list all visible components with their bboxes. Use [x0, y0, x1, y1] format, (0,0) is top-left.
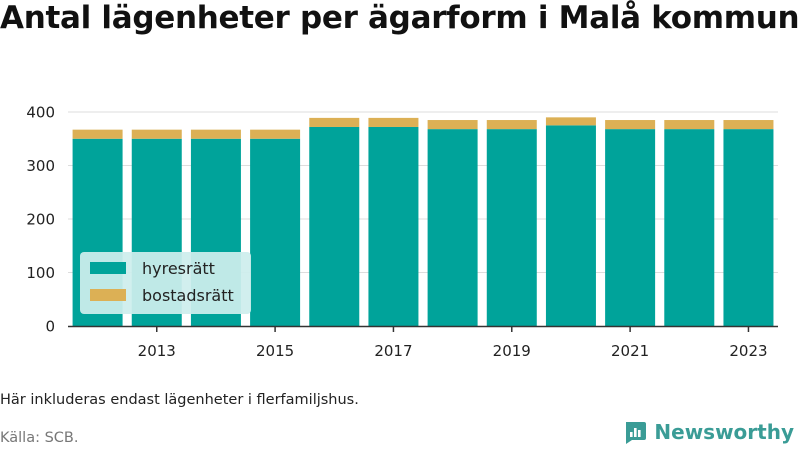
bar-hyresratt — [545, 125, 596, 326]
legend-label: bostadsrätt — [142, 286, 234, 305]
legend: hyresrätt bostadsrätt — [80, 252, 251, 314]
bar-bostadsratt — [664, 120, 715, 130]
x-axis-ticks: 2013 2015 2017 2019 2021 2023 — [138, 326, 768, 360]
legend-swatch — [90, 289, 126, 301]
legend-label: hyresrätt — [142, 259, 215, 278]
bar-hyresratt — [723, 129, 774, 326]
y-tick-label: 0 — [45, 318, 55, 336]
x-tick-label: 2013 — [138, 342, 176, 360]
y-tick-label: 400 — [26, 104, 55, 122]
footnote: Här inkluderas endast lägenheter i flerf… — [0, 392, 359, 408]
source-text: Källa: SCB. — [0, 430, 79, 446]
bar-hyresratt — [309, 126, 360, 326]
y-tick-label: 100 — [26, 264, 55, 282]
bar-bostadsratt — [723, 120, 774, 130]
x-tick-label: 2019 — [493, 342, 531, 360]
x-tick-label: 2021 — [611, 342, 649, 360]
bar-bostadsratt — [309, 117, 360, 127]
bar-hyresratt — [427, 129, 478, 326]
bar-chart: 0 100 200 300 400 2013 2015 2017 2019 2021 2023 h… — [26, 104, 778, 360]
bar-hyresratt — [605, 129, 656, 326]
bar-hyresratt — [486, 129, 537, 326]
newsworthy-logo-icon — [626, 422, 647, 444]
x-tick-label: 2015 — [256, 342, 294, 360]
bar-hyresratt — [250, 138, 301, 326]
legend-swatch — [90, 262, 126, 274]
brand-logo: Newsworthy — [622, 419, 794, 445]
bar-hyresratt — [368, 126, 419, 326]
bar-bostadsratt — [368, 117, 419, 127]
y-tick-label: 200 — [26, 211, 55, 229]
x-tick-label: 2017 — [374, 342, 412, 360]
y-axis-labels: 0 100 200 300 400 — [26, 104, 55, 336]
brand-name: Newsworthy — [654, 420, 794, 444]
y-tick-label: 300 — [26, 157, 55, 175]
bar-bostadsratt — [131, 129, 182, 139]
x-tick-label: 2023 — [729, 342, 767, 360]
bar-bostadsratt — [190, 129, 241, 139]
bar-bostadsratt — [427, 120, 478, 130]
bar-bostadsratt — [250, 129, 301, 139]
bar-bostadsratt — [486, 120, 537, 130]
bar-bostadsratt — [545, 117, 596, 126]
bar-hyresratt — [664, 129, 715, 326]
chart-title: Antal lägenheter per ägarform i Malå kom… — [0, 0, 800, 36]
bar-bostadsratt — [605, 120, 656, 130]
bar-bostadsratt — [72, 129, 123, 139]
